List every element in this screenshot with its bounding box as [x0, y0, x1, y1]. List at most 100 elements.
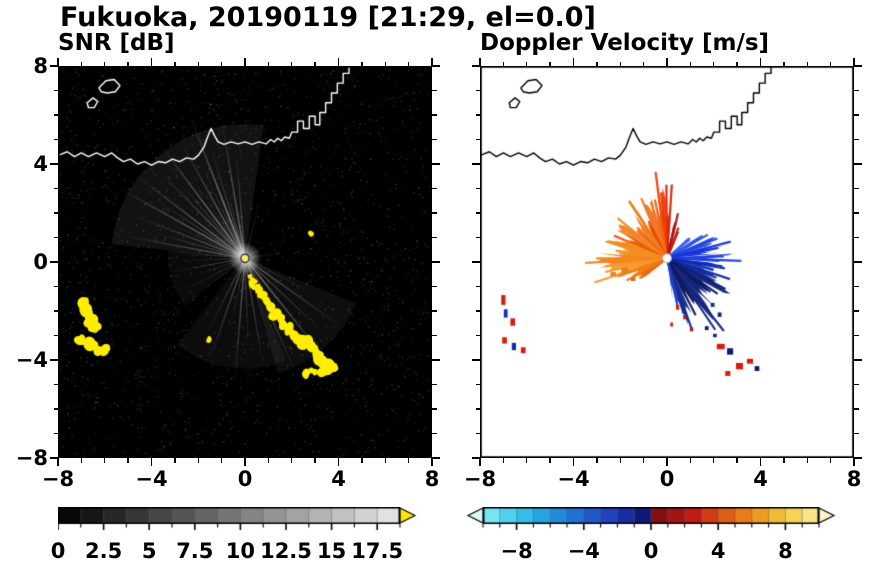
axis-tick	[572, 58, 575, 66]
snr-plot-area	[50, 58, 440, 466]
axis-tick	[596, 61, 598, 66]
snr-ppi-canvas	[58, 66, 432, 458]
x-axis-tick-label-doppler: 8	[846, 467, 862, 491]
axis-tick	[104, 61, 106, 66]
axis-tick	[432, 261, 440, 263]
axis-tick	[384, 61, 386, 66]
axis-tick	[53, 236, 58, 239]
axis-tick	[57, 458, 59, 466]
axis-tick	[596, 458, 598, 463]
axis-tick	[689, 61, 692, 66]
axis-tick	[432, 114, 437, 116]
x-axis-tick-label-doppler: 0	[659, 467, 675, 491]
axis-tick	[53, 285, 58, 288]
axis-tick	[854, 359, 862, 361]
axis-tick	[407, 61, 410, 66]
axis-tick	[666, 58, 668, 66]
axis-tick	[854, 212, 859, 214]
axis-tick	[472, 359, 480, 361]
axis-tick	[53, 89, 58, 92]
doppler-ppi-canvas	[480, 66, 854, 458]
axis-tick	[472, 457, 480, 459]
axis-tick	[854, 261, 862, 263]
axis-tick	[854, 114, 859, 116]
axis-tick	[475, 432, 480, 435]
axis-tick	[713, 61, 715, 66]
axis-tick	[853, 58, 855, 66]
axis-tick	[220, 61, 223, 66]
axis-tick	[854, 65, 862, 67]
axis-tick	[854, 383, 859, 386]
axis-tick	[854, 89, 859, 92]
axis-tick	[50, 261, 58, 263]
axis-tick	[572, 458, 575, 466]
axis-tick	[432, 432, 437, 435]
axis-tick	[432, 310, 437, 312]
axis-tick	[127, 61, 129, 66]
axis-tick	[475, 334, 480, 337]
doppler-colorbar-label: 0	[643, 539, 659, 563]
snr-colorbar-label: 5	[141, 539, 157, 563]
snr-colorbar-label: 7.5	[176, 539, 214, 563]
axis-tick	[314, 458, 316, 463]
axis-tick	[736, 458, 738, 463]
axis-tick	[854, 187, 859, 190]
axis-tick	[829, 458, 832, 463]
x-axis-tick-label-doppler: −8	[463, 467, 497, 491]
axis-tick	[854, 408, 859, 410]
doppler-colorbar-label: 4	[710, 539, 726, 563]
axis-tick	[127, 458, 129, 463]
snr-colorbar	[58, 507, 424, 533]
axis-tick	[432, 334, 437, 337]
axis-tick	[854, 138, 859, 141]
axis-tick	[431, 58, 433, 66]
axis-tick	[475, 310, 480, 312]
axis-tick	[854, 163, 862, 165]
figure-title: Fukuoka, 20190119 [21:29, el=0.0]	[60, 2, 596, 33]
x-axis-tick-label-snr: −8	[41, 467, 75, 491]
y-axis-tick-label: −4	[15, 348, 48, 372]
axis-tick	[549, 458, 551, 463]
axis-tick	[337, 458, 340, 466]
snr-panel-title: SNR [dB]	[58, 30, 175, 56]
axis-tick	[431, 458, 433, 466]
doppler-colorbar-label: 8	[778, 539, 793, 563]
axis-tick	[666, 458, 668, 466]
axis-tick	[479, 58, 481, 66]
axis-tick	[361, 458, 363, 463]
axis-tick	[432, 163, 440, 165]
axis-tick	[80, 61, 83, 66]
y-axis-tick-label: 8	[33, 54, 48, 78]
axis-tick	[432, 212, 437, 214]
axis-tick	[80, 458, 83, 463]
axis-tick	[314, 61, 316, 66]
axis-tick	[619, 458, 621, 463]
snr-colorbar-label: 12.5	[260, 539, 312, 563]
snr-colorbar-label: 0	[50, 539, 66, 563]
axis-tick	[619, 61, 621, 66]
axis-tick	[53, 138, 58, 141]
axis-tick	[736, 61, 738, 66]
y-axis-tick-label: −8	[15, 446, 48, 470]
x-axis-tick-label-snr: −4	[135, 467, 168, 491]
axis-tick	[267, 458, 270, 463]
axis-tick	[783, 458, 785, 463]
axis-tick	[432, 89, 437, 92]
axis-tick	[337, 58, 340, 66]
axis-tick	[475, 285, 480, 288]
axis-tick	[854, 236, 859, 239]
doppler-plot-area	[472, 58, 862, 466]
doppler-panel-title: Doppler Velocity [m/s]	[480, 30, 770, 56]
axis-tick	[432, 65, 440, 67]
axis-tick	[50, 65, 58, 67]
axis-tick	[53, 310, 58, 312]
axis-tick	[806, 458, 808, 463]
axis-tick	[475, 212, 480, 214]
axis-tick	[475, 187, 480, 190]
axis-tick	[432, 408, 437, 410]
axis-tick	[854, 334, 859, 337]
axis-tick	[291, 61, 293, 66]
axis-tick	[479, 458, 481, 466]
axis-tick	[104, 458, 106, 463]
axis-tick	[53, 408, 58, 410]
